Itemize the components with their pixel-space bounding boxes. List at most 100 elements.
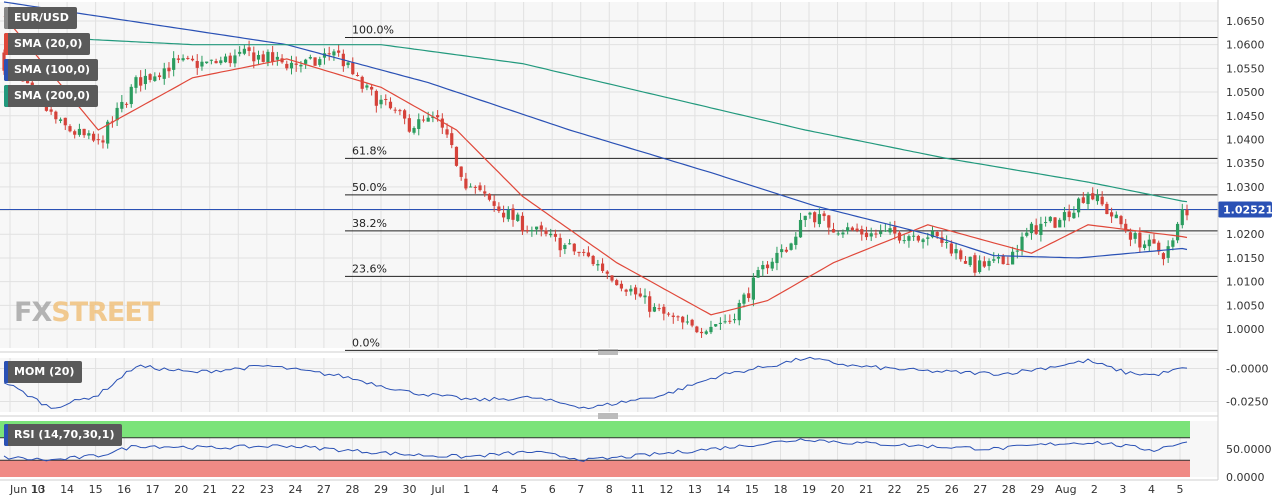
candle-body <box>633 287 638 295</box>
candle-body <box>685 321 690 323</box>
candle-body <box>450 133 454 146</box>
candle-body <box>431 116 435 119</box>
candle-body <box>247 47 251 51</box>
sma100-line <box>3 1 1188 259</box>
candle-body <box>516 214 520 221</box>
candle-body <box>1142 244 1147 249</box>
candle-body <box>1180 209 1184 226</box>
y-tick-label: -0.0250 <box>1226 395 1268 408</box>
candle-body <box>101 140 105 143</box>
x-tick-label: 15 <box>745 483 759 496</box>
x-tick-label: 30 <box>403 483 417 496</box>
candle-body <box>403 110 407 119</box>
sma100-legend[interactable]: SMA (100,0) <box>4 59 99 81</box>
x-tick-label: 28 <box>1002 483 1016 496</box>
candle-body <box>982 261 986 267</box>
candle-body <box>360 76 364 89</box>
candle-body <box>935 231 939 237</box>
rsi-legend[interactable]: RSI (14,70,30,1) <box>4 424 123 446</box>
candle-body <box>1072 212 1076 219</box>
candle-body <box>421 119 426 121</box>
candle-body <box>233 55 237 64</box>
candle-body <box>58 119 63 121</box>
x-tick-label: 20 <box>831 483 845 496</box>
candle-body <box>487 193 492 200</box>
y-tick-label: -0.0000 <box>1226 363 1268 376</box>
x-tick-label: 29 <box>1030 483 1044 496</box>
candle-body <box>436 115 440 118</box>
candle-body <box>638 293 642 297</box>
candle-body <box>77 128 82 135</box>
fib-label: 38.2% <box>352 217 387 230</box>
candle-body <box>1015 250 1019 252</box>
x-tick-label: 16 <box>117 483 131 496</box>
candle-body <box>912 235 916 237</box>
candle-body <box>784 249 788 252</box>
candle-body <box>337 50 341 53</box>
x-tick-label: 18 <box>773 483 787 496</box>
candle-body <box>945 241 949 243</box>
candle-body <box>737 302 741 321</box>
fib-label: 0.0% <box>352 336 380 349</box>
x-tick-label: 29 <box>374 483 388 496</box>
candle-body <box>742 294 746 304</box>
fib-label: 100.0% <box>352 24 394 37</box>
candle-body <box>223 56 228 63</box>
candle-body <box>893 226 897 234</box>
candle-body <box>1067 211 1071 218</box>
candle-body <box>883 230 887 232</box>
candle-body <box>219 60 223 64</box>
x-tick-label: 11 <box>631 483 645 496</box>
x-tick-label: 7 <box>577 483 584 496</box>
candle-body <box>1166 246 1170 258</box>
candle-body <box>1171 240 1175 247</box>
fxstreet-logo: FXSTREET <box>14 297 160 328</box>
candle-body <box>1011 251 1015 265</box>
sma200-legend[interactable]: SMA (200,0) <box>4 85 99 107</box>
mom-legend[interactable]: MOM (20) <box>4 361 83 383</box>
y-tick-label: 1.0000 <box>1226 323 1265 336</box>
candle-body <box>1133 233 1137 239</box>
candle-body <box>596 264 600 266</box>
x-tick-label: 12 <box>659 483 673 496</box>
candle-body <box>459 166 463 177</box>
candle-body <box>751 277 755 300</box>
x-tick-label: 1 <box>463 483 470 496</box>
sma200-line <box>3 34 1188 203</box>
candle-body <box>605 271 609 274</box>
candle-body <box>162 68 166 79</box>
candle-body <box>813 212 817 223</box>
candle-body <box>770 261 774 269</box>
candle-body <box>412 127 416 133</box>
candle-body <box>445 129 449 135</box>
symbol-label: EUR/USD <box>4 7 77 29</box>
candle-body <box>704 331 708 334</box>
candle-body <box>1124 223 1128 232</box>
candle-body <box>120 101 124 109</box>
candle-body <box>398 110 402 112</box>
candle-body <box>506 210 510 220</box>
y-tick-label: 1.0400 <box>1226 133 1265 146</box>
candle-body <box>492 201 496 206</box>
x-tick-label: Jul <box>430 483 444 496</box>
sma20-legend[interactable]: SMA (20,0) <box>4 33 91 55</box>
candle-body <box>379 99 383 105</box>
candle-body <box>91 133 96 141</box>
candle-body <box>214 61 218 64</box>
candle-body <box>643 295 647 298</box>
candle-body <box>355 75 360 77</box>
candle-body <box>525 230 529 232</box>
candle-body <box>610 275 614 281</box>
candle-body <box>534 226 539 230</box>
y-tick-label: 1.0350 <box>1226 157 1265 170</box>
candle-body <box>987 260 991 267</box>
candle-body <box>577 251 581 253</box>
candle-body <box>921 239 925 243</box>
x-tick-label: 26 <box>945 483 959 496</box>
candle-body <box>1119 216 1123 225</box>
candle-body <box>765 264 770 269</box>
x-tick-label: 25 <box>916 483 930 496</box>
rsi-overbought-zone <box>0 421 1190 438</box>
candle-body <box>756 270 760 278</box>
